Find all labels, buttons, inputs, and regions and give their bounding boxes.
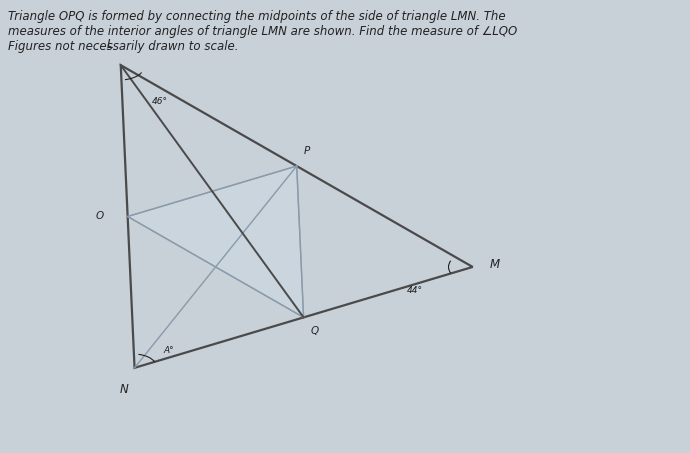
- Text: 44°: 44°: [407, 286, 423, 295]
- Text: Triangle OPQ is formed by connecting the midpoints of the side of triangle LMN. : Triangle OPQ is formed by connecting the…: [8, 10, 506, 23]
- Text: measures of the interior angles of triangle LMN are shown. Find the measure of ∠: measures of the interior angles of trian…: [8, 25, 518, 38]
- Text: A°: A°: [164, 346, 174, 355]
- Text: O: O: [95, 212, 104, 222]
- Text: 46°: 46°: [152, 96, 168, 106]
- Polygon shape: [128, 166, 304, 318]
- Text: N: N: [120, 382, 128, 395]
- Text: Q: Q: [310, 326, 319, 336]
- Text: M: M: [490, 258, 500, 271]
- Text: Figures not necessarily drawn to scale.: Figures not necessarily drawn to scale.: [8, 40, 239, 53]
- Text: L: L: [107, 39, 114, 51]
- Text: P: P: [304, 145, 310, 155]
